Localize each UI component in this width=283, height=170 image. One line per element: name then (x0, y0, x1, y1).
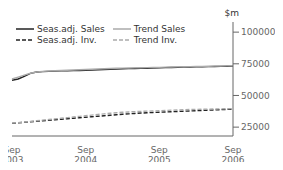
svg-text:50000: 50000 (241, 91, 270, 101)
svg-text:Sep2004: Sep2004 (74, 145, 97, 162)
svg-text:75000: 75000 (241, 59, 270, 69)
html-text:Seas.adj. Inv.: Seas.adj. Inv. (37, 35, 97, 45)
html-text:Seas.adj. Sales: Seas.adj. Sales (37, 24, 105, 34)
svg-text:Sep2003: Sep2003 (8, 145, 23, 162)
html-text:$m: $m (224, 8, 239, 18)
html-text:Trend Inv.: Trend Inv. (133, 35, 178, 45)
svg-text:Sep2006: Sep2006 (222, 145, 245, 162)
html-text:Trend Sales: Trend Sales (133, 24, 186, 34)
svg-text:Sep2005: Sep2005 (148, 145, 171, 162)
svg-text:100000: 100000 (241, 27, 275, 37)
svg-text:25000: 25000 (241, 122, 270, 132)
